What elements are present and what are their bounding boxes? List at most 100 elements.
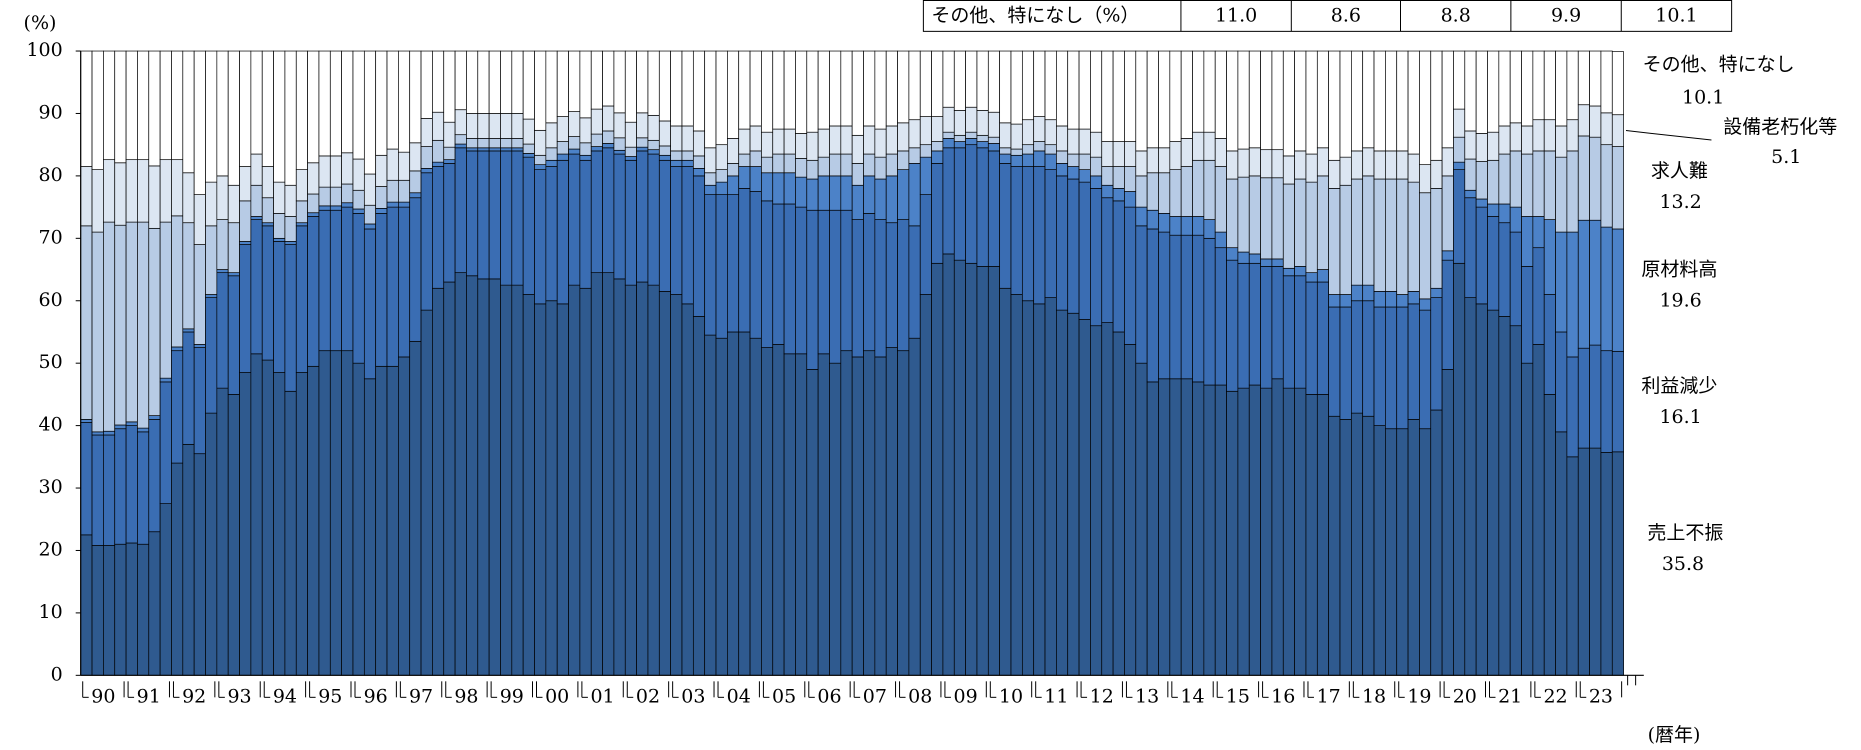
- bar-segment: [704, 147, 717, 174]
- series-value: 5.1: [1771, 146, 1801, 168]
- bar-segment: [1577, 219, 1590, 349]
- bar-segment: [1305, 394, 1318, 676]
- bar-segment: [795, 206, 808, 355]
- bar-segment: [749, 337, 762, 676]
- bar-segment: [239, 200, 252, 242]
- bar-segment: [329, 50, 342, 157]
- bar-segment: [624, 159, 637, 286]
- bar-segment: [307, 50, 320, 164]
- bar-segment: [1112, 50, 1125, 142]
- bar-segment: [1203, 159, 1216, 220]
- bar-segment: [318, 205, 331, 211]
- bar-segment: [817, 128, 830, 158]
- bar-segment: [1577, 135, 1590, 221]
- x-tick-label: 99: [500, 685, 524, 707]
- bar-segment: [1192, 234, 1205, 383]
- y-tick-label: 30: [39, 476, 63, 498]
- bar-segment: [1033, 150, 1046, 167]
- bar-segment: [1180, 234, 1193, 380]
- bar-segment: [103, 221, 116, 432]
- bar-segment: [1566, 50, 1579, 121]
- bar-segment: [1146, 50, 1159, 149]
- bar-segment: [999, 50, 1012, 124]
- bar-segment: [681, 150, 694, 161]
- bar-segment: [1056, 163, 1069, 177]
- bar-segment: [863, 50, 876, 127]
- bar-segment: [409, 197, 422, 342]
- y-tick-label: 10: [39, 601, 63, 623]
- bar-segment: [216, 175, 229, 220]
- bar-segment: [216, 387, 229, 676]
- bar-segment: [466, 138, 479, 149]
- x-tick-label: 19: [1407, 685, 1431, 707]
- bar-segment: [681, 125, 694, 152]
- bar-segment: [1078, 128, 1091, 155]
- bar-segment: [1226, 247, 1239, 261]
- bar-segment: [1373, 50, 1386, 152]
- bar-segment: [171, 346, 184, 352]
- bar-segment: [976, 147, 989, 267]
- bar-segment: [1350, 284, 1364, 302]
- bar-segment: [114, 224, 127, 426]
- bar-segment: [976, 266, 989, 676]
- x-tick-label: 91: [137, 685, 161, 707]
- bar-segment: [193, 244, 206, 345]
- series-value: 35.8: [1662, 553, 1704, 575]
- bar-segment: [636, 137, 649, 148]
- bar-segment: [885, 222, 898, 348]
- x-tick-label: 98: [454, 685, 478, 707]
- bar-segment: [137, 427, 150, 433]
- bar-segment: [398, 151, 411, 181]
- bar-segment: [1192, 131, 1205, 161]
- bar-segment: [511, 113, 524, 139]
- bar-segment: [1112, 188, 1125, 202]
- bar-segment: [454, 147, 467, 274]
- bar-segment: [783, 172, 796, 205]
- bar-segment: [1509, 50, 1522, 124]
- bar-segment: [341, 183, 354, 204]
- bar-segment: [931, 50, 944, 117]
- bar-segment: [590, 133, 603, 147]
- bar-segment: [1214, 50, 1227, 139]
- bar-segment: [1419, 192, 1432, 300]
- bar-segment: [227, 394, 240, 676]
- bar-segment: [114, 543, 127, 676]
- bar-segment: [193, 453, 206, 676]
- bar-segment: [1056, 150, 1069, 164]
- bar-segment: [1237, 148, 1250, 178]
- bar-segment: [590, 146, 603, 152]
- bar-segment: [1010, 148, 1023, 156]
- y-unit: (%): [24, 12, 57, 34]
- bar-segment: [477, 150, 490, 280]
- bar-segment: [1067, 153, 1080, 167]
- y-tick-label: 80: [39, 164, 63, 186]
- bar-segment: [727, 163, 740, 177]
- x-tick-label: 22: [1543, 685, 1567, 707]
- bar-segment: [420, 168, 433, 174]
- bar-segment: [1521, 153, 1534, 217]
- bar-segment: [375, 186, 388, 209]
- bar-segment: [829, 362, 842, 676]
- bar-segment: [1555, 156, 1568, 233]
- bar-segment: [1396, 150, 1409, 180]
- bar-segment: [1600, 144, 1613, 228]
- bar-segment: [1282, 275, 1295, 389]
- bar-segment: [1328, 50, 1341, 161]
- bar-segment: [1305, 50, 1318, 155]
- bar-segment: [919, 156, 932, 195]
- bar-segment: [795, 353, 808, 676]
- bar-segment: [1260, 258, 1273, 267]
- bar-segment: [500, 150, 513, 286]
- bar-segment: [488, 278, 501, 676]
- bar-segment: [1044, 144, 1057, 155]
- bar-segment: [1090, 131, 1103, 158]
- x-tick-label: 18: [1362, 685, 1386, 707]
- x-tick-label: 13: [1135, 685, 1159, 707]
- bar-segment: [386, 148, 399, 181]
- bar-segment: [1305, 181, 1318, 274]
- bar-segment: [432, 50, 445, 113]
- bar-segment: [1509, 231, 1522, 327]
- bar-segment: [1294, 387, 1307, 676]
- series-value: 16.1: [1659, 406, 1701, 428]
- bar-segment: [908, 337, 921, 676]
